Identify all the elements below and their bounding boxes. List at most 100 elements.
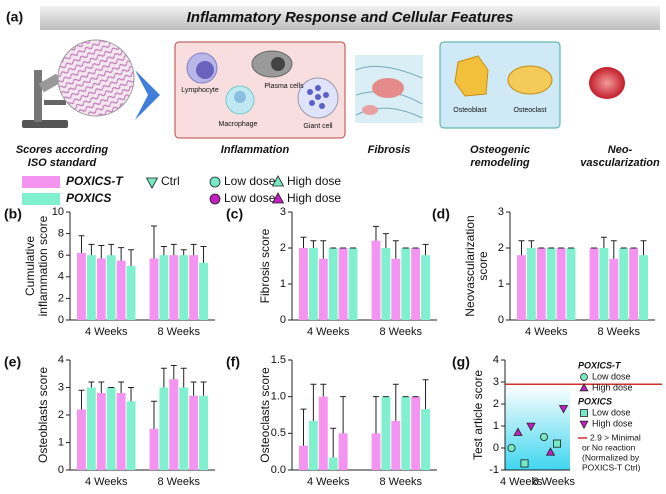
x-tick-label: 4 Weeks — [525, 326, 568, 338]
bar — [536, 248, 546, 320]
legend-swatch — [22, 193, 60, 205]
bar — [599, 248, 609, 320]
x-tick-label: 8 Weeks — [157, 476, 200, 488]
y-tick-label: 0 — [280, 314, 286, 326]
error-bar — [310, 240, 317, 248]
bar — [106, 387, 116, 470]
x-tick-label: 8 Weeks — [379, 326, 422, 338]
bar — [381, 396, 391, 470]
y-tick-label: 1.5 — [271, 354, 286, 366]
bar — [189, 395, 199, 470]
error-bar — [200, 381, 207, 396]
marker — [553, 439, 562, 448]
y-axis-label: inflammation score — [36, 215, 50, 316]
section-label: remodeling — [470, 157, 530, 169]
y-tick-label: 10 — [52, 206, 64, 218]
error-bar — [373, 225, 379, 241]
y-tick-label: 0.0 — [271, 464, 286, 476]
bar — [179, 255, 189, 320]
y-tick-label: 2 — [58, 409, 64, 421]
error-bar — [600, 236, 607, 248]
section-label: Osteogenic — [470, 144, 530, 156]
legend-title: POXICS-T — [578, 360, 622, 370]
legend-swatch — [22, 176, 60, 188]
error-bar — [610, 240, 617, 259]
y-tick-label: 1 — [280, 278, 286, 290]
bar — [421, 409, 430, 470]
y-tick-label: 0 — [58, 314, 64, 326]
marker — [545, 447, 556, 456]
panel-letter: (b) — [4, 206, 22, 222]
cell-label: Osteoblast — [453, 107, 487, 114]
legend-label: High dose — [287, 191, 341, 205]
panel-letter: (a) — [6, 9, 23, 25]
error-bar — [640, 240, 647, 256]
x-tick-label: 4 Weeks — [85, 476, 128, 488]
red-blood-cell — [589, 67, 625, 99]
error-bar — [170, 365, 177, 380]
bar — [401, 248, 411, 320]
y-tick-label: 2 — [58, 292, 64, 304]
threshold-label: 2.9 > Minimal — [590, 432, 641, 442]
bar — [371, 433, 381, 470]
bar — [371, 240, 381, 320]
legend-label: Ctrl — [161, 174, 180, 188]
osteoclast — [507, 65, 553, 95]
bar — [159, 387, 169, 470]
bar — [318, 396, 328, 470]
error-bar — [190, 243, 197, 256]
legend-title: POXICS — [578, 396, 612, 406]
y-tick-label: 1.0 — [271, 391, 286, 403]
error-bar — [320, 383, 327, 397]
error-bar — [78, 389, 85, 410]
section-label: vascularization — [580, 157, 660, 169]
x-tick-label: 4 Weeks — [307, 326, 350, 338]
tissue-view — [57, 39, 135, 117]
marker — [520, 459, 529, 468]
bar — [391, 420, 401, 470]
error-bar — [392, 383, 399, 421]
microscope — [22, 70, 68, 128]
marker — [209, 193, 221, 205]
bar — [619, 248, 629, 320]
arrow — [135, 70, 160, 120]
threshold-label: (Normalized by — [582, 452, 640, 462]
scores-label: ISO standard — [28, 157, 97, 169]
marker — [507, 443, 516, 452]
bar — [86, 255, 96, 320]
x-tick-label: 8 Weeks — [379, 476, 422, 488]
error-bar — [340, 396, 347, 434]
y-tick-label: 3 — [58, 381, 64, 393]
error-bar — [170, 243, 177, 256]
error-bar — [160, 246, 167, 256]
bar — [328, 248, 338, 320]
marker — [271, 192, 285, 204]
threshold-label: or No reaction — [582, 442, 636, 452]
bar — [126, 266, 136, 320]
title-bar — [40, 6, 660, 30]
marker — [579, 382, 589, 392]
bar — [86, 387, 96, 470]
macrophage-nucleus — [234, 91, 246, 103]
threshold-label: POXICS-T Ctrl) — [582, 462, 641, 472]
legend-label: High dose — [592, 418, 633, 428]
y-axis-label: score — [476, 251, 490, 281]
bar — [159, 255, 169, 320]
marker — [209, 176, 221, 188]
bar — [391, 258, 401, 320]
error-bar — [300, 408, 307, 446]
y-tick-label: 3 — [493, 376, 499, 388]
x-tick-label: 4 Weeks — [85, 326, 128, 338]
marker — [271, 175, 285, 187]
panel-letter: (d) — [432, 206, 450, 222]
error-bar — [518, 240, 525, 256]
giant-cell-nuclei — [307, 85, 329, 109]
y-tick-label: 1 — [58, 436, 64, 448]
bar — [96, 393, 106, 470]
bar — [517, 255, 526, 320]
error-bar — [151, 400, 157, 429]
section-label: Inflammation — [221, 144, 290, 156]
y-tick-label: 2 — [493, 398, 499, 410]
y-tick-label: 0 — [58, 464, 64, 476]
legend-label: POXICS — [66, 191, 111, 205]
